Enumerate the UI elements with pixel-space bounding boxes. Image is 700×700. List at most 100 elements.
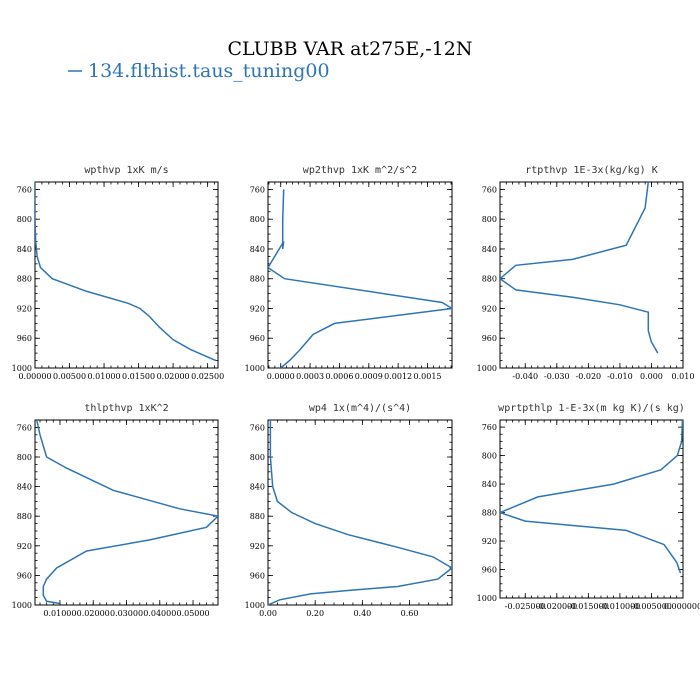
x-tick-label: 0.05000	[176, 609, 209, 618]
x-tick-label: 0.0015	[414, 372, 442, 381]
y-tick-label: 840	[250, 245, 265, 254]
panel-title: wp2thvp 1xK m^2/s^2	[303, 165, 417, 176]
y-tick-label: 760	[250, 423, 265, 432]
y-tick-label: 1000	[245, 364, 265, 373]
y-tick-label: 960	[250, 334, 265, 343]
x-tick-label: 0.01000	[88, 372, 121, 381]
x-tick-label: 0.000000	[664, 602, 700, 611]
y-tick-label: 1000	[12, 364, 32, 373]
y-tick-label: 880	[482, 509, 497, 518]
series-line	[35, 182, 217, 362]
y-tick-label: 920	[250, 304, 265, 313]
x-tick-label: -0.010	[607, 372, 633, 381]
plot-frame	[499, 419, 684, 599]
panel-3: rtpthvp 1E-3x(kg/kg) K 760 800 840 880 920 960…	[477, 165, 695, 381]
panel-title: wp4 1x(m^4)/(s^4)	[309, 403, 411, 414]
y-tick-label: 960	[17, 571, 32, 580]
x-tick-label: 0.04000	[143, 609, 176, 618]
x-tick-label: 0.0012	[384, 372, 412, 381]
plot-frame	[499, 181, 684, 369]
x-tick-label: -0.010000	[599, 602, 640, 611]
legend-label: 134.flthist.taus_tuning00	[88, 60, 330, 82]
series-line	[500, 182, 659, 354]
x-tick-label: 0.40	[353, 609, 371, 618]
x-tick-label: 0.0006	[325, 372, 353, 381]
y-tick-label: 920	[250, 542, 265, 551]
x-tick-label: 0.02000	[77, 609, 110, 618]
plot-frame	[267, 181, 453, 369]
series-line	[268, 189, 452, 368]
y-tick-label: 840	[482, 245, 497, 254]
figure-title: CLUBB VAR at275E,-12N	[228, 38, 473, 60]
plot-frame	[34, 419, 219, 606]
panel-title: wpthvp 1xK m/s	[84, 165, 168, 176]
y-tick-label: 880	[250, 512, 265, 521]
y-tick-label: 880	[250, 275, 265, 284]
panel-title: rtpthvp 1E-3x(kg/kg) K	[525, 165, 657, 176]
x-tick-label: -0.020000	[536, 602, 577, 611]
y-tick-label: 1000	[477, 594, 497, 603]
y-tick-label: 800	[482, 452, 497, 461]
x-tick-label: 0.0009	[355, 372, 383, 381]
x-tick-label: 0.20	[306, 609, 324, 618]
y-tick-label: 920	[17, 304, 32, 313]
y-tick-label: 800	[250, 215, 265, 224]
x-tick-label: 0.00	[259, 609, 277, 618]
panel-2: wp2thvp 1xK m^2/s^2 760 800 840 880 920 960 100…	[245, 165, 453, 381]
x-tick-label: -0.025000	[505, 602, 546, 611]
y-tick-label: 1000	[477, 364, 497, 373]
panel-title: thlpthvp 1xK^2	[84, 403, 168, 414]
series-line	[35, 420, 218, 605]
y-tick-label: 840	[17, 483, 32, 492]
panel-title: wprtpthlp 1-E-3x(m kg K)/(s kg)	[498, 403, 685, 414]
y-tick-label: 760	[482, 423, 497, 432]
x-tick-label: 0.60	[401, 609, 419, 618]
x-tick-label: 0.010	[672, 372, 695, 381]
y-tick-label: 800	[250, 453, 265, 462]
y-tick-label: 920	[17, 542, 32, 551]
x-tick-label: -0.015000	[568, 602, 609, 611]
y-tick-label: 880	[482, 275, 497, 284]
panel-1: wpthvp 1xK m/s76080084088092096010000.00…	[12, 165, 225, 381]
y-tick-label: 960	[482, 566, 497, 575]
y-tick-label: 880	[17, 275, 32, 284]
x-tick-label: 0.0000	[267, 372, 295, 381]
y-tick-label: 920	[482, 304, 497, 313]
series-line	[268, 420, 452, 605]
x-tick-label: -0.020	[576, 372, 602, 381]
y-tick-label: 960	[17, 334, 32, 343]
x-tick-label: 0.00000	[18, 372, 51, 381]
y-tick-label: 840	[17, 245, 32, 254]
y-tick-label: 840	[482, 480, 497, 489]
y-tick-label: 760	[250, 185, 265, 194]
legend: 134.flthist.taus_tuning00	[68, 60, 330, 82]
panels-grid: wpthvp 1xK m/s76080084088092096010000.00…	[12, 165, 700, 618]
y-tick-label: 840	[250, 483, 265, 492]
panel-6: wprtpthlp 1-E-3x(m kg K)/(s kg)760 800 840…	[477, 403, 700, 611]
x-tick-label: 0.01500	[122, 372, 155, 381]
y-tick-label: 1000	[245, 601, 265, 610]
y-tick-label: 760	[17, 423, 32, 432]
x-tick-label: 0.02500	[191, 372, 224, 381]
y-tick-label: 960	[482, 334, 497, 343]
x-tick-label: -0.030	[544, 372, 570, 381]
y-tick-label: 1000	[12, 601, 32, 610]
plot-frame	[34, 181, 219, 369]
y-tick-label: 760	[17, 185, 32, 194]
plot-frame	[267, 419, 453, 606]
x-tick-label: 0.0003	[296, 372, 324, 381]
x-tick-label: -0.040	[512, 372, 538, 381]
panel-5: wp4 1x(m^4)/(s^4)76080084088092096010000…	[245, 403, 453, 618]
y-tick-label: 800	[482, 215, 497, 224]
y-tick-label: 920	[482, 537, 497, 546]
y-tick-label: 760	[482, 185, 497, 194]
x-tick-label: 0.00500	[53, 372, 86, 381]
x-tick-label: -0.005000	[631, 602, 672, 611]
y-tick-label: 800	[17, 215, 32, 224]
x-tick-label: 0.03000	[110, 609, 143, 618]
y-tick-label: 800	[17, 453, 32, 462]
y-tick-label: 880	[17, 512, 32, 521]
panel-4: thlpthvp 1xK^2 760 800 840 880 920 960 1000 0.01…	[12, 403, 219, 618]
x-tick-label: 0.000	[640, 372, 663, 381]
